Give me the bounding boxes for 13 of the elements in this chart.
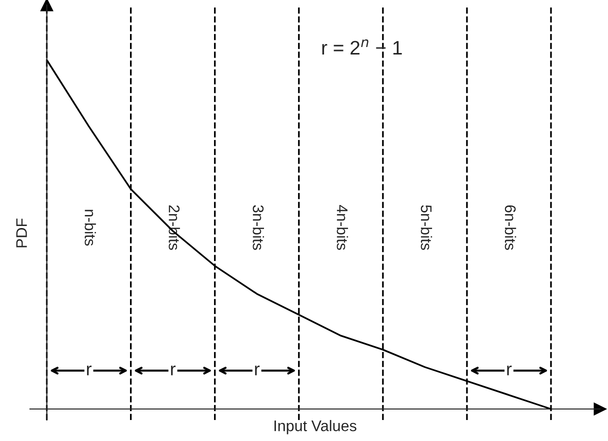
text: r = 2$^{n}$ − 1	[322, 39, 402, 54]
annotation: 3n-bits	[252, 205, 264, 250]
annotation: n-bits	[84, 210, 96, 246]
annotation: 4n-bits	[336, 204, 348, 250]
y-axis-title: PDF	[16, 218, 27, 248]
annotation: r	[507, 366, 512, 376]
annotation: r	[87, 366, 92, 376]
annotation: r	[255, 366, 260, 376]
x-axis-title: Input Values	[274, 420, 356, 434]
annotation: 6n-bits	[504, 205, 516, 250]
annotation: r	[171, 366, 176, 376]
annotation: 5n-bits	[420, 205, 432, 250]
annotation: 2n-bits	[168, 205, 180, 250]
